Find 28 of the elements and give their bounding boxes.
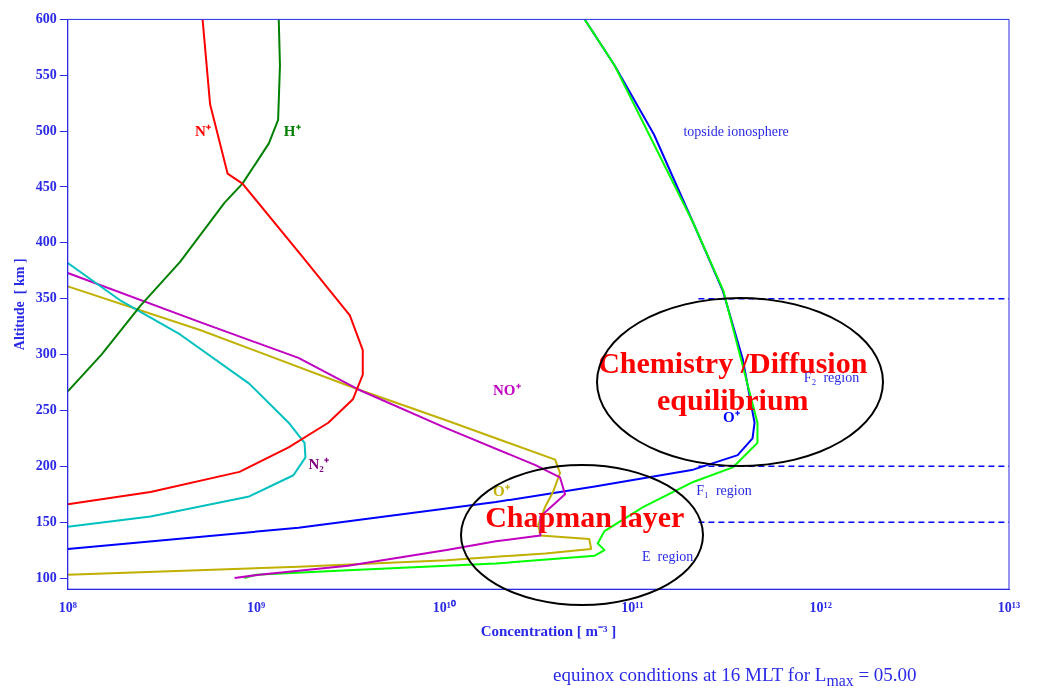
y-tick-label: 350: [35, 290, 57, 306]
x-tick-label: 10¹¹: [621, 600, 644, 616]
text: equinox conditions at 16 MLT for L$_{max}$ = 05.00: [553, 664, 918, 690]
annotation: O⁺: [493, 483, 510, 500]
annotation: N₂⁺: [308, 455, 329, 472]
x-tick-label: 10¹³: [997, 600, 1021, 616]
y-tick-label: 250: [35, 402, 57, 418]
y-tick-label: 100: [35, 569, 57, 585]
y-tick-label: 500: [35, 122, 57, 138]
y-tick-label: 200: [35, 457, 57, 473]
x-tick-label: 10⁸: [58, 600, 77, 616]
annotation: H⁺: [283, 122, 301, 139]
y-tick-label: 300: [35, 346, 57, 362]
x-axis-title: Concentration [ m⁻³ ]: [479, 622, 618, 640]
x-tick-label: 10⁹: [246, 600, 266, 616]
y-tick-label: 600: [35, 11, 57, 27]
annotation: E region: [641, 548, 694, 564]
y-axis-title: Altitude [ km ]: [12, 258, 28, 351]
y-tick-label: 550: [35, 66, 57, 82]
annotation: N⁺: [195, 122, 211, 139]
annotation: NO⁺: [493, 382, 521, 399]
y-tick-label: 450: [35, 178, 57, 194]
annotation: topside ionosphere: [683, 123, 789, 139]
y-tick-label: 150: [35, 513, 57, 529]
x-tick-label: 10¹⁰: [432, 599, 456, 616]
y-tick-label: 400: [35, 234, 57, 250]
x-tick-label: 10¹²: [809, 600, 832, 616]
annotation: F₁ region: [696, 482, 752, 498]
